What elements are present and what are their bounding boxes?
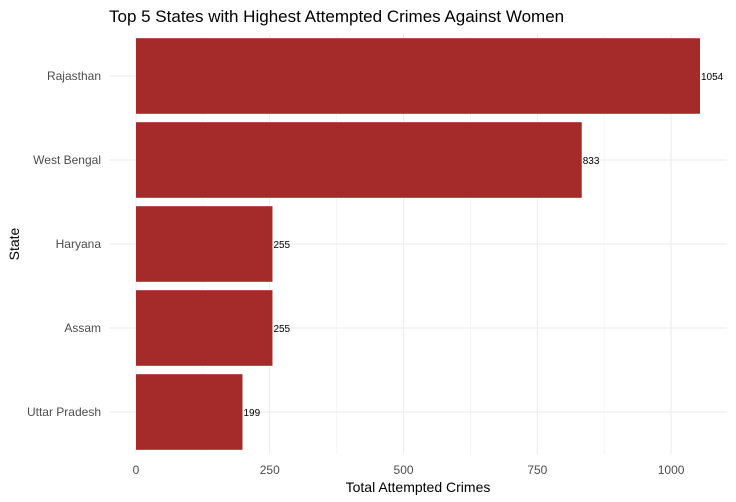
data-label: 255	[273, 324, 290, 335]
y-tick-label: Rajasthan	[47, 69, 101, 83]
bar-rajasthan	[136, 38, 700, 114]
data-labels: 1054 833 255 255 199	[243, 72, 723, 419]
bars	[136, 38, 700, 450]
y-tick-label: Uttar Pradesh	[27, 405, 101, 419]
x-axis-tick-labels: 0 250 500 750 1000	[133, 463, 685, 477]
x-axis-title: Total Attempted Crimes	[346, 479, 491, 495]
chart-title: Top 5 States with Highest Attempted Crim…	[109, 7, 564, 26]
bar-uttar-pradesh	[136, 374, 243, 450]
bar-assam	[136, 290, 273, 366]
data-label: 255	[273, 240, 290, 251]
data-label: 833	[583, 156, 600, 167]
x-tick-label: 0	[133, 463, 140, 477]
data-label: 199	[243, 408, 260, 419]
x-tick-label: 250	[260, 463, 280, 477]
x-tick-label: 750	[527, 463, 547, 477]
y-axis-tick-labels: Rajasthan West Bengal Haryana Assam Uttar Pr…	[27, 69, 101, 419]
data-label: 1054	[701, 72, 724, 83]
x-tick-label: 500	[394, 463, 414, 477]
y-tick-label: Haryana	[56, 237, 102, 251]
bar-west-bengal	[136, 122, 582, 198]
y-tick-label: West Bengal	[33, 153, 101, 167]
y-tick-label: Assam	[64, 321, 101, 335]
x-tick-label: 1000	[658, 463, 685, 477]
bar-haryana	[136, 206, 273, 282]
y-axis-title: State	[6, 227, 22, 260]
